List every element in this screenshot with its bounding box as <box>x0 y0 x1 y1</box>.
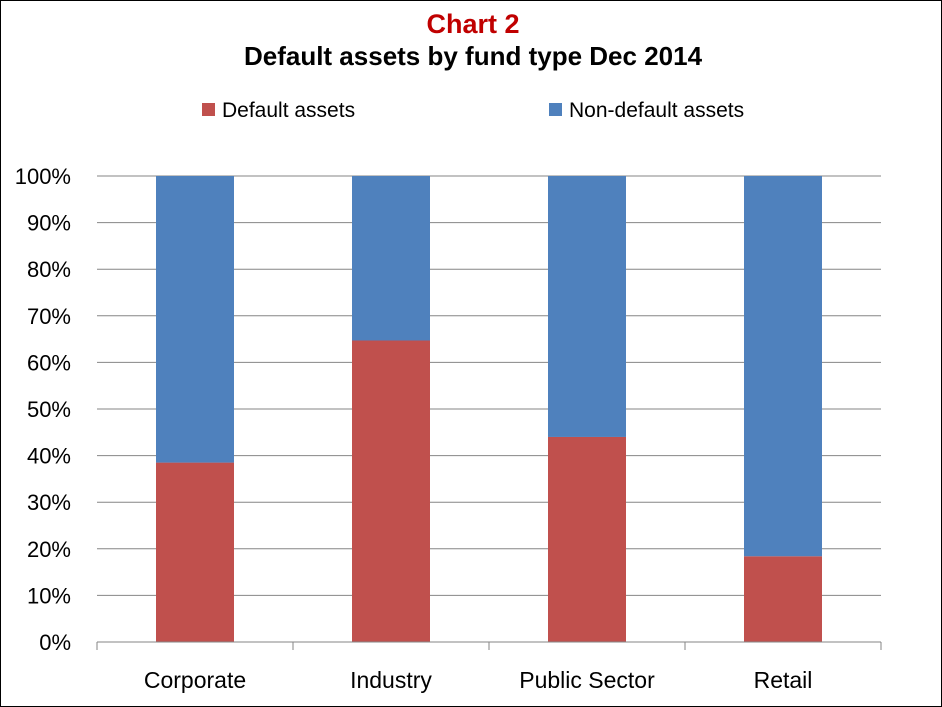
legend: Default assets Non-default assets <box>202 99 744 122</box>
y-axis-tick-labels: 0% 10% 20% 30% 40% 50% 60% 70% 80% 90% 100% <box>15 164 71 655</box>
bar-default-assets-2 <box>548 436 626 642</box>
legend-label-default-assets: Default assets <box>222 99 355 122</box>
y-tick-label: 90% <box>27 211 71 236</box>
x-axis-category-labels: Corporate Industry Public Sector Retail <box>144 667 813 693</box>
y-tick-label: 80% <box>27 257 71 282</box>
bar-non-default-assets-0 <box>156 176 234 463</box>
x-category-label: Industry <box>350 667 432 693</box>
legend-swatch-default-assets <box>202 103 215 116</box>
y-tick-label: 70% <box>27 304 71 329</box>
legend-swatch-non-default-assets <box>549 103 562 116</box>
chart-title: Default assets by fund type Dec 2014 <box>244 41 703 71</box>
y-tick-label: 20% <box>27 537 71 562</box>
y-tick-label: 30% <box>27 490 71 515</box>
x-category-label: Public Sector <box>519 667 655 693</box>
bar-default-assets-0 <box>156 462 234 642</box>
bar-non-default-assets-1 <box>352 176 430 341</box>
bar-non-default-assets-3 <box>744 176 822 557</box>
x-axis <box>96 641 882 650</box>
bar-non-default-assets-2 <box>548 176 626 437</box>
y-tick-label: 40% <box>27 444 71 469</box>
plot-area <box>156 176 822 642</box>
legend-label-non-default-assets: Non-default assets <box>569 99 744 122</box>
y-tick-label: 50% <box>27 397 71 422</box>
y-tick-label: 0% <box>39 630 71 655</box>
bar-default-assets-3 <box>744 556 822 642</box>
chart-kicker: Chart 2 <box>426 9 519 39</box>
y-tick-label: 100% <box>15 164 71 189</box>
bar-default-assets-1 <box>352 340 430 642</box>
x-category-label: Retail <box>754 667 813 693</box>
x-category-label: Corporate <box>144 667 246 693</box>
y-tick-label: 10% <box>27 583 71 608</box>
y-tick-label: 60% <box>27 350 71 375</box>
